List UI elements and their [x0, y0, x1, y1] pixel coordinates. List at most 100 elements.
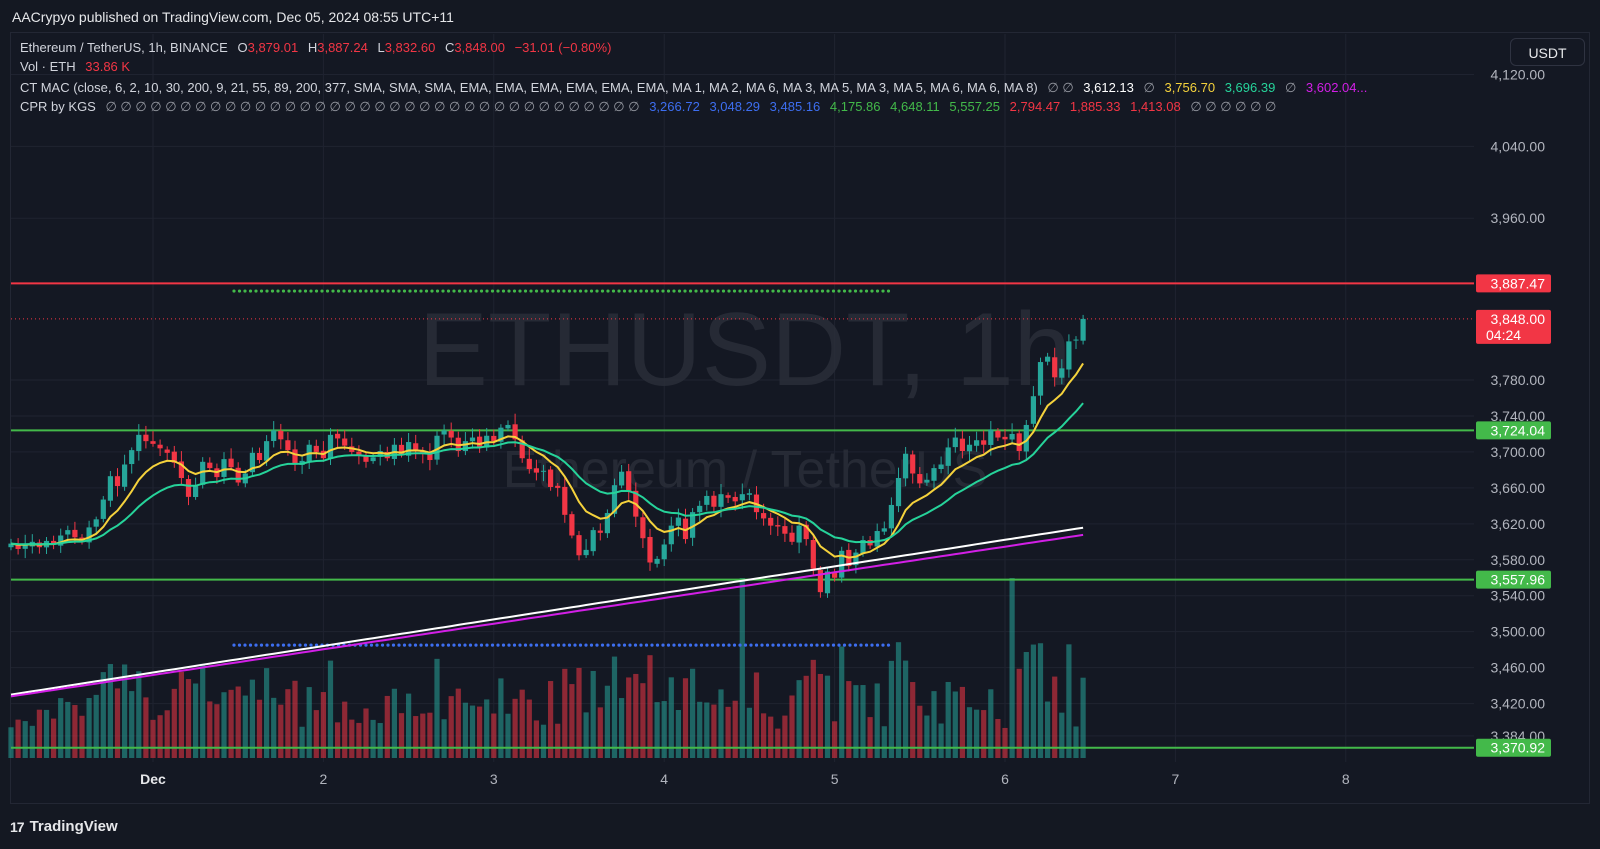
cpr-dot-1-103: [798, 643, 803, 647]
volume-bar-12: [93, 694, 99, 758]
volume-bar-20: [150, 719, 156, 758]
cpr-dot-1-83: [688, 643, 693, 647]
cpr-dot-0-44: [474, 289, 478, 293]
cpr-dot-0-115: [864, 289, 869, 293]
cpr-dot-0-95: [754, 289, 759, 293]
cpr-dot-0-113: [853, 289, 858, 293]
legend-ctmac[interactable]: CT MAC (close, 6, 2, 10, 30, 200, 9, 21,…: [20, 79, 1373, 97]
vol-label[interactable]: Vol · ETH: [20, 59, 76, 74]
legend-ohlc[interactable]: Ethereum / TetherUS, 1h, BINANCE O3,879.…: [20, 39, 617, 57]
volume-bar-97: [697, 701, 703, 758]
candle-body-20: [150, 441, 156, 444]
candle-body-132: [945, 447, 951, 466]
cpr-value-6: 5,557.25: [949, 99, 1001, 114]
cpr-dot-0-93: [743, 289, 748, 293]
volume-bar-17: [129, 691, 135, 758]
cpr-dot-1-63: [578, 643, 583, 647]
volume-bar-9: [72, 705, 78, 758]
cpr-dot-0-106: [815, 289, 819, 293]
candle-body-75: [540, 470, 547, 472]
cpr-dot-1-59: [556, 643, 561, 647]
y-tick-label-4: 3,740.00: [1491, 408, 1546, 424]
cpr-dot-1-29: [391, 643, 396, 647]
volume-bar-45: [327, 660, 334, 758]
cpr-dot-1-58: [551, 643, 555, 647]
volume-bar-128: [917, 705, 923, 758]
cpr-label[interactable]: CPR by KGS: [20, 99, 96, 114]
y-tick-label-8: 3,580.00: [1491, 552, 1546, 568]
volume-bar-52: [377, 723, 383, 758]
cpr-dot-1-90: [727, 643, 731, 647]
candle-body-142: [1016, 433, 1022, 452]
price-tag-bg-1: [1476, 309, 1551, 344]
volume-bar-44: [320, 692, 326, 758]
price-tag-label-2: 3,724.04: [1491, 422, 1546, 438]
volume-bar-48: [349, 719, 355, 758]
legend-symbol[interactable]: Ethereum / TetherUS, 1h, BINANCE: [20, 40, 228, 55]
cpr-dot-1-4: [254, 643, 258, 647]
chart-frame[interactable]: [10, 32, 1590, 804]
candle-body-2: [22, 545, 28, 549]
legend-volume[interactable]: Vol · ETH 33.86 K: [20, 58, 136, 76]
volume-bar-124: [888, 660, 894, 758]
volume-bar-131: [938, 723, 944, 758]
candle-body-95: [682, 518, 689, 540]
cpr-dot-1-93: [743, 643, 748, 647]
cpr-dot-0-83: [688, 289, 693, 293]
ctmac-value-4: 3,602.04...: [1305, 80, 1368, 95]
candle-body-62: [448, 430, 454, 438]
volume-bar-61: [441, 719, 447, 758]
cpr-dot-1-45: [479, 643, 484, 647]
footer-brand[interactable]: 17 TradingView: [10, 818, 118, 835]
volume-bar-88: [633, 673, 639, 758]
volume-bar-95: [682, 678, 689, 758]
footer-brand-text[interactable]: TradingView: [29, 818, 118, 835]
cpr-dot-1-13: [303, 643, 308, 647]
cpr-dot-1-32: [408, 643, 412, 647]
volume-bar-84: [604, 685, 610, 758]
volume-bar-26: [193, 683, 199, 758]
cpr-dot-1-89: [721, 643, 726, 647]
candle-body-114: [817, 570, 823, 593]
cpr-dot-0-82: [683, 289, 687, 293]
cpr-dot-1-110: [837, 643, 841, 647]
candle-body-69: [498, 427, 504, 442]
volume-bar-104: [746, 707, 752, 758]
cpr-dot-0-102: [793, 289, 797, 293]
legend-cpr[interactable]: CPR by KGS ∅ ∅ ∅ ∅ ∅ ∅ ∅ ∅ ∅ ∅ ∅ ∅ ∅ ∅ ∅…: [20, 98, 1282, 116]
volume-bar-134: [959, 686, 965, 758]
low-label: L: [377, 40, 385, 55]
candle-body-1: [15, 543, 21, 549]
cpr-dot-0-52: [518, 289, 522, 293]
cpr-dot-1-50: [507, 643, 511, 647]
volume-bar-123: [881, 726, 887, 758]
cpr-dot-0-29: [391, 289, 396, 293]
cpr-dot-1-28: [386, 643, 390, 647]
x-tick-label-6: 7: [1172, 771, 1180, 787]
volume-bar-14: [107, 664, 113, 758]
currency-button[interactable]: USDT: [1510, 38, 1585, 66]
cpr-dot-1-69: [611, 643, 616, 647]
cpr-dot-0-68: [606, 289, 610, 293]
volume-bar-129: [924, 715, 930, 758]
cpr-dot-0-23: [358, 289, 363, 293]
volume-bar-13: [100, 672, 106, 758]
cpr-dot-0-119: [886, 289, 891, 293]
cpr-value-3: 3,485.16: [769, 99, 821, 114]
y-tick-label-11: 3,460.00: [1491, 660, 1546, 676]
cpr-dot-1-10: [287, 643, 291, 647]
volume-bar-133: [952, 691, 958, 758]
cpr-dot-1-1: [237, 643, 242, 647]
volume-bar-68: [491, 713, 497, 758]
cpr-dot-1-97: [765, 643, 770, 647]
candle-body-22: [164, 449, 170, 453]
ctmac-label[interactable]: CT MAC (close, 6, 2, 10, 30, 200, 9, 21,…: [20, 80, 1038, 95]
cpr-dot-0-15: [314, 289, 319, 293]
cpr-dot-1-44: [474, 643, 478, 647]
candle-body-119: [853, 552, 859, 566]
cpr-dot-0-101: [787, 289, 792, 293]
candle-body-87: [626, 471, 632, 492]
volume-bar-127: [910, 682, 916, 758]
